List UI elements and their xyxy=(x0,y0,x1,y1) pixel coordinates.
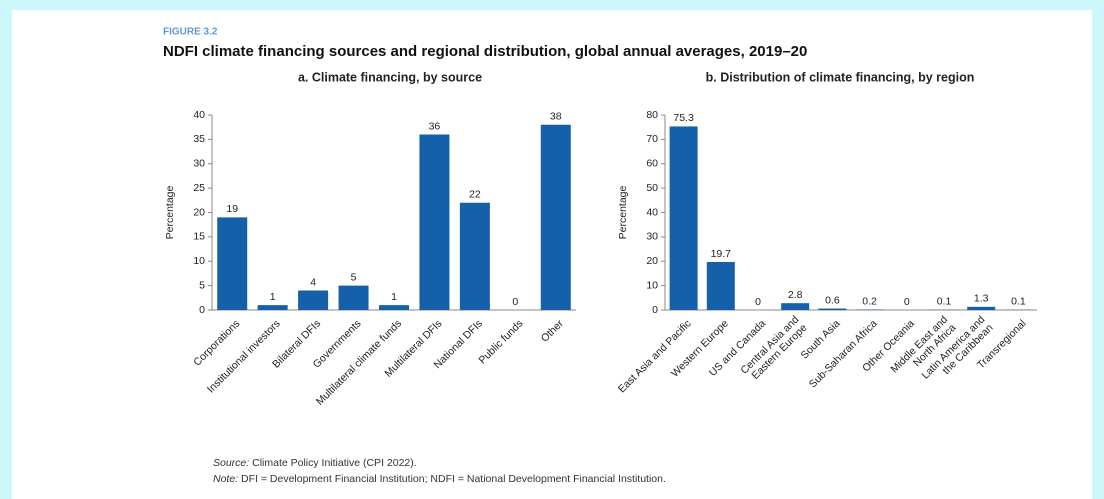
value-label: 1.3 xyxy=(974,293,989,305)
bar xyxy=(257,305,288,310)
source-text: Climate Policy Initiative (CPI 2022). xyxy=(252,457,417,469)
bar xyxy=(669,126,698,310)
y-tick-label: 25 xyxy=(193,182,205,194)
bar xyxy=(706,261,735,310)
y-tick-label: 70 xyxy=(646,133,658,145)
y-tick-label: 50 xyxy=(646,182,658,194)
y-tick-label: 20 xyxy=(646,255,658,267)
y-tick-label: 15 xyxy=(193,231,205,243)
bar xyxy=(217,217,248,310)
value-label: 1 xyxy=(270,291,276,303)
value-label: 0.2 xyxy=(862,295,877,307)
value-label: 0 xyxy=(512,296,518,308)
value-label: 0.6 xyxy=(825,294,840,306)
bar xyxy=(338,285,369,310)
value-label: 2.8 xyxy=(788,289,803,301)
y-tick-label: 30 xyxy=(193,158,205,170)
note-label: Note: xyxy=(213,473,238,485)
value-label: 0 xyxy=(904,296,910,308)
source-line: Source: Climate Policy Initiative (CPI 2… xyxy=(213,457,417,469)
value-label: 5 xyxy=(351,271,357,283)
source-label: Source: xyxy=(213,457,249,469)
y-tick-label: 10 xyxy=(193,255,205,267)
y-tick-label: 30 xyxy=(646,231,658,243)
bar xyxy=(459,202,490,310)
y-tick-label: 60 xyxy=(646,158,658,170)
bar xyxy=(781,303,810,310)
value-label: 4 xyxy=(310,276,316,288)
bar xyxy=(419,134,450,310)
value-label: 75.3 xyxy=(673,112,694,124)
value-label: 0.1 xyxy=(937,296,952,308)
value-label: 19.7 xyxy=(711,248,732,260)
value-label: 1 xyxy=(391,291,397,303)
y-axis-label: Percentage xyxy=(617,185,629,239)
note-line: Note: DFI = Development Financial Instit… xyxy=(213,473,666,485)
y-tick-label: 20 xyxy=(193,206,205,218)
y-tick-label: 40 xyxy=(646,206,658,218)
y-tick-label: 0 xyxy=(652,304,658,316)
value-label: 0.1 xyxy=(1011,296,1026,308)
value-label: 38 xyxy=(550,111,562,123)
y-tick-label: 35 xyxy=(193,133,205,145)
bar xyxy=(967,306,996,310)
bar xyxy=(540,124,571,310)
bar xyxy=(379,305,409,310)
y-axis-label: Percentage xyxy=(164,185,176,239)
value-label: 19 xyxy=(226,203,238,215)
y-tick-label: 10 xyxy=(646,279,658,291)
y-tick-label: 0 xyxy=(199,304,205,316)
y-tick-label: 80 xyxy=(646,109,658,121)
figure-label: FIGURE 3.2 xyxy=(163,27,218,38)
value-label: 0 xyxy=(755,296,761,308)
bar xyxy=(818,308,847,310)
value-label: 36 xyxy=(429,120,441,132)
bar xyxy=(298,290,329,310)
chart-subtitle: b. Distribution of climate financing, by… xyxy=(706,70,975,84)
note-text: DFI = Development Financial Institution;… xyxy=(241,473,666,485)
figure-title: NDFI climate financing sources and regio… xyxy=(163,43,807,60)
value-label: 22 xyxy=(469,189,481,201)
chart-subtitle: a. Climate financing, by source xyxy=(298,70,482,84)
y-tick-label: 5 xyxy=(199,279,205,291)
y-tick-label: 40 xyxy=(193,109,205,121)
